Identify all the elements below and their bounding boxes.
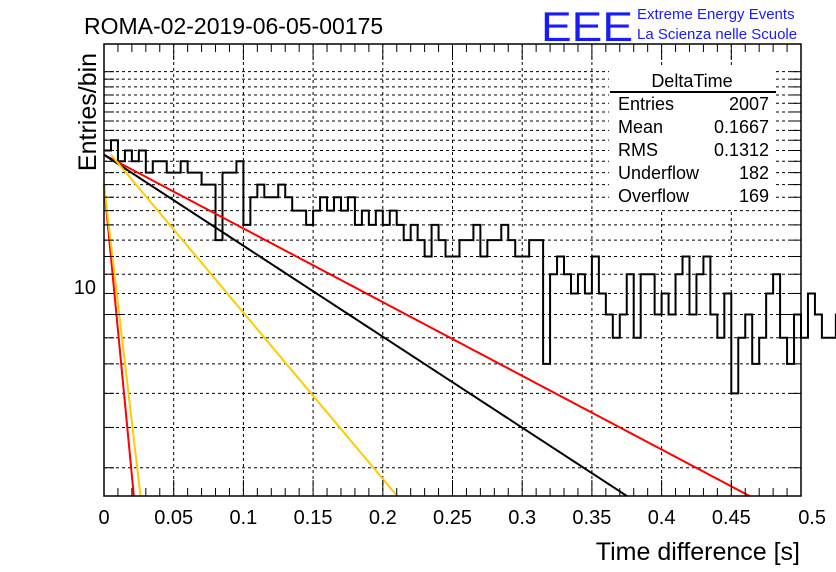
- grid: [104, 44, 801, 496]
- stats-label: Overflow: [618, 186, 690, 206]
- plot-area: [103, 139, 836, 497]
- logo-line-1: Extreme Energy Events: [637, 6, 795, 23]
- x-tick-label: 0.25: [433, 507, 472, 529]
- x-tick-label: 0.2: [369, 507, 397, 529]
- x-tick-label: 0.35: [572, 507, 611, 529]
- stats-label: Underflow: [618, 163, 700, 183]
- stats-value: 0.1667: [714, 117, 769, 137]
- histogram-steps: [104, 139, 836, 395]
- axes: [103, 43, 802, 497]
- x-tick-label: 0.45: [712, 507, 751, 529]
- y-tick-label-10: 10: [74, 277, 96, 299]
- stats-value: 182: [739, 163, 769, 183]
- x-tick-label: 0: [98, 507, 109, 529]
- stats-value: 169: [739, 186, 769, 206]
- stats-value: 2007: [729, 94, 769, 114]
- stats-rows: Entries 2007 Mean 0.1667 RMS 0.1312 Underflow 1…: [618, 94, 769, 206]
- fit-curve-5: [103, 184, 142, 497]
- logo-eee: EEE: [541, 3, 633, 50]
- x-axis-label: Time difference [s]: [596, 538, 800, 566]
- stats-value: 0.1312: [714, 140, 769, 160]
- fit-curve-2: [103, 153, 628, 497]
- x-tick-label: 0.05: [154, 507, 193, 529]
- logo-line-2: La Scienza nelle Scuole: [637, 26, 797, 43]
- y-axis-label: Entries/bin: [74, 53, 102, 171]
- stats-title: DeltaTime: [651, 71, 732, 91]
- fit-curve-1: [103, 153, 751, 497]
- stats-label: Mean: [618, 117, 663, 137]
- x-tick-label: 0.15: [294, 507, 333, 529]
- eee-logo: EEE Extreme Energy Events La Scienza nel…: [541, 3, 797, 50]
- chart-title: ROMA-02-2019-06-05-00175: [84, 13, 383, 39]
- fit-curve-4: [103, 184, 135, 497]
- x-tick-label: 0.4: [648, 507, 676, 529]
- stats-box: DeltaTime Entries 2007 Mean 0.1667 RMS 0.1312…: [609, 68, 776, 209]
- x-tick-label: 0.1: [229, 507, 257, 529]
- stats-label: RMS: [618, 140, 658, 160]
- stats-label: Entries: [618, 94, 674, 114]
- x-tick-label: 0.5: [798, 507, 826, 529]
- fit-curve-3: [110, 154, 398, 497]
- x-tick-labels: 0 0.05 0.1 0.15 0.2 0.25 0.3 0.35 0.4 0.45 0.5: [98, 507, 826, 529]
- x-tick-label: 0.3: [508, 507, 536, 529]
